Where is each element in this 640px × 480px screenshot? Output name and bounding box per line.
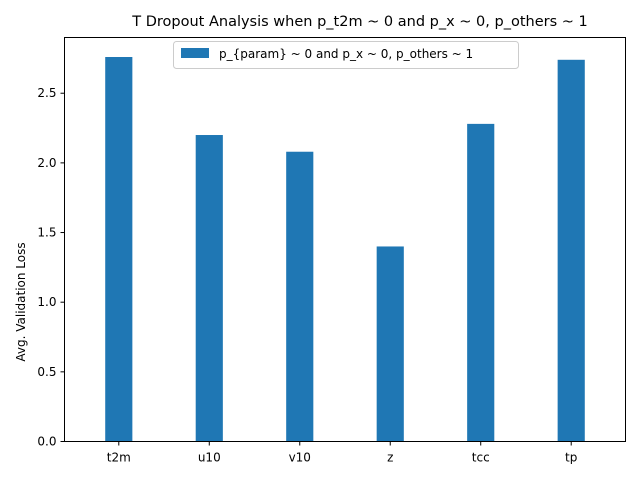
- plot-frame: [64, 37, 626, 442]
- y-tick-label-0.5: 0.5: [37, 365, 56, 379]
- x-tick-label-z: z: [387, 451, 393, 465]
- x-tick-label-u10: u10: [198, 451, 221, 465]
- legend: p_{param} ~ 0 and p_x ~ 0, p_others ~ 1: [173, 41, 519, 69]
- y-axis-label: Avg. Validation Loss: [14, 242, 28, 361]
- bar-z: [376, 246, 404, 442]
- y-tick-label-1.0: 1.0: [37, 295, 56, 309]
- chart-title: T Dropout Analysis when p_t2m ~ 0 and p_…: [131, 14, 587, 30]
- bar-u10: [195, 135, 223, 442]
- y-tick-label-0.0: 0.0: [37, 435, 56, 449]
- x-tick-label-v10: v10: [289, 451, 311, 465]
- legend-label: p_{param} ~ 0 and p_x ~ 0, p_others ~ 1: [219, 47, 473, 61]
- legend-swatch: [181, 48, 209, 58]
- bar-tcc: [467, 123, 495, 442]
- bar-v10: [286, 151, 314, 442]
- y-tick-label-1.5: 1.5: [37, 226, 56, 240]
- x-tick-label-tcc: tcc: [472, 451, 490, 465]
- y-axis: 0.0 0.5 1.0 1.5 2.0 2.5: [37, 86, 65, 449]
- y-tick-label-2.5: 2.5: [37, 86, 56, 100]
- bar-tp: [557, 59, 585, 442]
- bars-group: [105, 57, 585, 442]
- x-axis: t2m u10 v10 z tcc tp: [107, 441, 577, 465]
- legend-box: [173, 41, 519, 69]
- x-tick-label-tp: tp: [565, 451, 577, 465]
- bar-t2m: [105, 57, 133, 442]
- y-tick-label-2.0: 2.0: [37, 156, 56, 170]
- x-tick-label-t2m: t2m: [107, 451, 131, 465]
